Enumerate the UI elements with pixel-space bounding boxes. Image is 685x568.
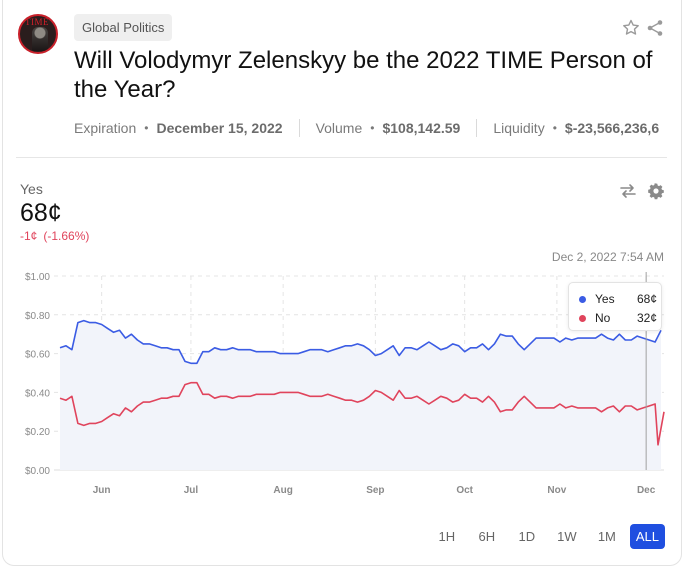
range-1w-button[interactable]: 1W (557, 529, 577, 544)
star-icon[interactable] (621, 18, 641, 38)
y-tick-label: $0.00 (25, 466, 50, 477)
outcome-label: Yes (20, 181, 43, 197)
meta-separator (298, 119, 300, 137)
tooltip-row-no: No 32¢ (579, 310, 657, 326)
yes-area (60, 320, 662, 470)
swap-icon[interactable] (619, 182, 637, 205)
range-6h-button[interactable]: 6H (478, 529, 496, 544)
tooltip-no-value: 32¢ (636, 311, 657, 325)
x-tick-label: Jun (93, 485, 111, 496)
tooltip-row-yes: Yes 68¢ (579, 291, 657, 307)
x-tick-label: Sep (366, 485, 384, 496)
meta-dot: • (370, 121, 375, 135)
volume-value: $108,142.59 (382, 120, 461, 136)
avatar-logo-text: TIME (25, 17, 49, 27)
expiration-label: Expiration (74, 120, 137, 136)
outcome-price: 68¢ (20, 199, 62, 227)
chart-series (59, 319, 665, 470)
avatar-figure (32, 27, 48, 51)
y-tick-label: $0.20 (25, 427, 50, 438)
gear-icon[interactable] (647, 182, 665, 205)
price-chart[interactable]: $0.00 $0.20 $0.40 $0.60 $0.80 $1.00 Jun Jul Aug… (0, 262, 685, 502)
y-axis-ticks: $0.00 $0.20 $0.40 $0.60 $0.80 $1.00 (25, 272, 50, 477)
liquidity-label: Liquidity (493, 120, 545, 136)
x-tick-label: Dec (637, 485, 656, 496)
range-all-button[interactable]: ALL (629, 524, 665, 549)
expiration-value: December 15, 2022 (156, 120, 283, 136)
hover-timestamp: Dec 2, 2022 7:54 AM (551, 250, 664, 264)
x-tick-label: Oct (456, 485, 473, 496)
range-1d-button[interactable]: 1D (518, 529, 536, 544)
share-icon[interactable] (645, 18, 665, 38)
title-actions (621, 18, 665, 38)
x-tick-label: Nov (547, 485, 566, 496)
y-tick-label: $0.60 (25, 350, 50, 361)
tooltip-no-dot (579, 314, 586, 322)
x-axis-ticks: Jun Jul Aug Sep Oct Nov Dec (93, 485, 656, 496)
hover-tooltip: Yes 68¢ No 32¢ (568, 282, 662, 331)
volume-label: Volume (315, 120, 363, 136)
series-no-line (59, 381, 665, 446)
tooltip-yes-value: 68¢ (636, 292, 657, 306)
price-change-percent: (-1.66%) (43, 229, 90, 243)
meta-dot: • (552, 121, 557, 135)
x-tick-label: Aug (273, 485, 292, 496)
series-yes-line (59, 319, 662, 365)
range-1m-button[interactable]: 1M (597, 529, 616, 544)
meta-dot: • (144, 121, 149, 135)
y-tick-label: $1.00 (25, 272, 50, 283)
range-1h-button[interactable]: 1H (438, 529, 456, 544)
x-tick-label: Jul (184, 485, 199, 496)
market-avatar: TIME (18, 14, 58, 54)
market-title: Will Volodymyr Zelenskyy be the 2022 TIM… (74, 47, 653, 103)
category-tag[interactable]: Global Politics (74, 14, 173, 41)
price-change: -1¢ (-1.66%) (20, 229, 89, 243)
price-change-value: -1¢ (20, 229, 38, 243)
meta-separator (476, 119, 478, 137)
y-tick-label: $0.40 (25, 388, 50, 399)
tooltip-yes-dot (579, 295, 586, 303)
y-tick-label: $0.80 (25, 311, 50, 322)
section-divider (16, 157, 667, 158)
liquidity-value: $-23,566,236,6 (564, 120, 660, 136)
market-meta: Expiration • December 15, 2022 Volume • … (74, 118, 666, 138)
chart-tools (619, 182, 665, 205)
tooltip-no-name: No (595, 311, 611, 325)
time-range-selector: 1H 6H 1D 1W 1M ALL (430, 524, 665, 549)
tooltip-yes-name: Yes (595, 292, 615, 306)
